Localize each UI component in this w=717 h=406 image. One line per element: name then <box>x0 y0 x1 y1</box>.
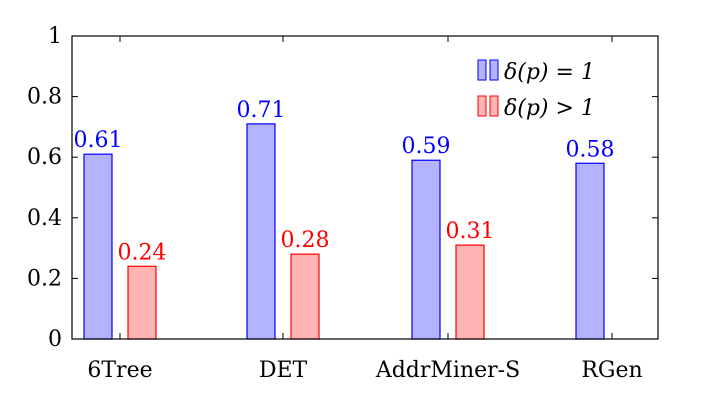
x-tick-label: DET <box>259 358 308 383</box>
data-label-delta-eq-1-2: 0.59 <box>402 134 451 159</box>
y-tick-label: 0.4 <box>27 206 62 231</box>
data-label-delta-gt-1-0: 0.24 <box>118 240 167 265</box>
bars-group <box>83 123 605 340</box>
axes-group: 0 0.2 0.4 0.6 0.8 1 6Tree DET AddrMiner-S RGen <box>27 24 659 383</box>
y-tick-label: 0 <box>48 327 62 352</box>
plot-frame <box>71 35 659 340</box>
legend-swatch-0 <box>477 59 487 81</box>
x-tick-label: 6Tree <box>87 358 152 383</box>
legend: δ(p) = 1 δ(p) > 1 <box>477 59 595 121</box>
data-label-delta-gt-1-2: 0.31 <box>446 219 495 244</box>
x-tick-label: AddrMiner-S <box>375 358 520 383</box>
y-tick-label: 0.6 <box>27 145 62 170</box>
bar-delta-eq-1-1 <box>246 123 276 340</box>
data-label-delta-eq-1-3: 0.58 <box>566 137 615 162</box>
bar-delta-eq-1-2 <box>411 159 441 340</box>
bar-delta-gt-1-2 <box>455 244 485 340</box>
data-label-delta-eq-1-1: 0.71 <box>237 98 286 123</box>
bar-delta-gt-1-0 <box>127 265 157 340</box>
y-tick-label: 0.8 <box>27 85 62 110</box>
data-label-delta-gt-1-1: 0.28 <box>281 228 330 253</box>
legend-swatch-1 <box>489 95 499 117</box>
legend-swatch-0 <box>489 59 499 81</box>
legend-swatch-1 <box>477 95 487 117</box>
data-labels-group: 0.61 0.71 0.59 0.58 0.24 0.28 0.31 <box>74 98 615 265</box>
bar-delta-gt-1-1 <box>290 253 320 340</box>
y-tick-label: 0.2 <box>27 266 62 291</box>
y-tick-label: 1 <box>48 24 62 49</box>
data-label-delta-eq-1-0: 0.61 <box>74 128 123 153</box>
x-tick-label: RGen <box>581 358 642 383</box>
bar-delta-eq-1-3 <box>575 162 605 340</box>
bar-delta-eq-1-0 <box>83 153 113 340</box>
legend-label-0: δ(p) = 1 <box>504 60 595 85</box>
legend-label-1: δ(p) > 1 <box>504 96 595 121</box>
